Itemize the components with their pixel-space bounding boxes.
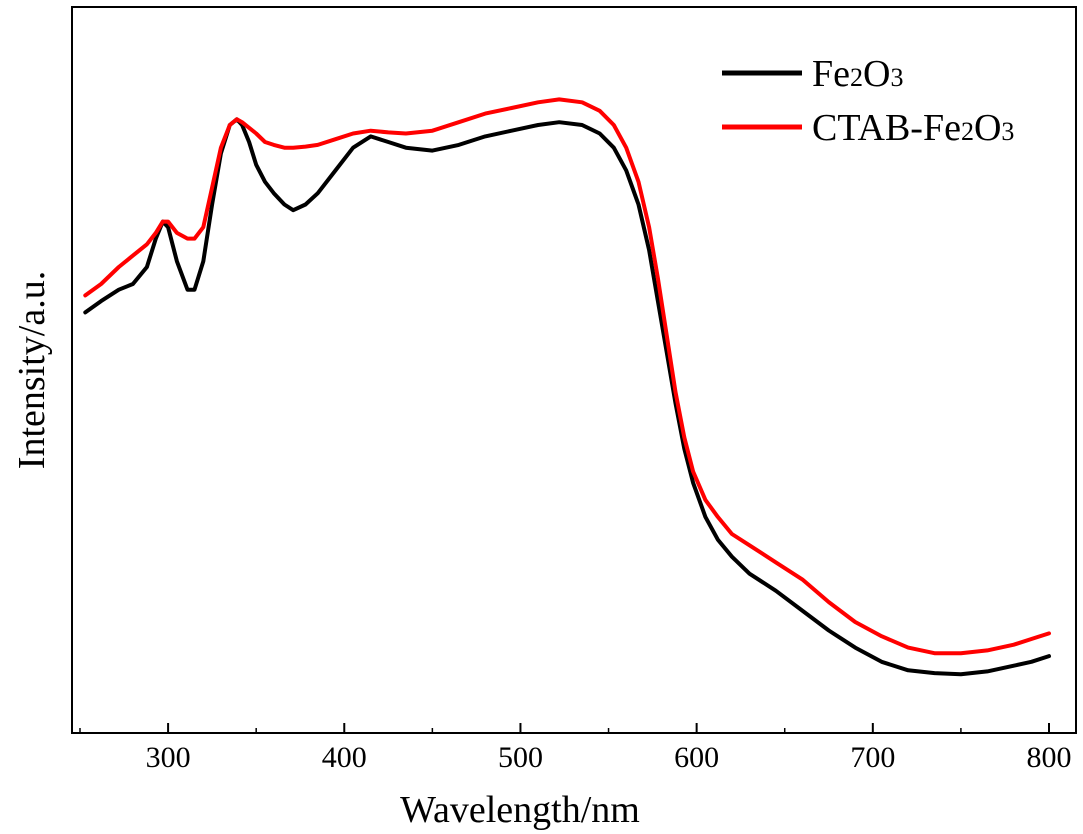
x-tick-label: 500 (498, 741, 543, 774)
series-line-ctab-fe2o3 (83, 97, 1051, 656)
x-tick-label: 800 (1027, 741, 1072, 774)
x-axis-ticks: 300 400 500 600 700 800 (79, 723, 1072, 774)
series-line-fe2o3 (83, 117, 1051, 677)
x-tick-label: 300 (146, 741, 191, 774)
legend-text-part: Fe (923, 107, 961, 149)
legend-label: Fe2O3 (812, 53, 903, 95)
legend-text-part: 2 (850, 63, 863, 92)
legend-label: CTAB-Fe2O3 (812, 107, 1014, 149)
series-group (83, 97, 1051, 677)
legend-text-part: O (974, 107, 1001, 149)
legend-text-part: 3 (1001, 117, 1014, 146)
legend-text-part: Fe (812, 53, 850, 95)
legend-text-part: O (863, 53, 890, 95)
legend-text-part: 3 (890, 63, 903, 92)
legend-text-part: CTAB- (812, 107, 923, 149)
legend-text-part: 2 (961, 117, 974, 146)
y-axis-title: Intensity/a.u. (11, 271, 53, 469)
x-tick-label: 600 (674, 741, 719, 774)
plot-frame (71, 6, 1077, 734)
x-tick-label: 400 (322, 741, 367, 774)
x-tick-label: 700 (850, 741, 895, 774)
x-axis-title: Wavelength/nm (400, 789, 640, 831)
